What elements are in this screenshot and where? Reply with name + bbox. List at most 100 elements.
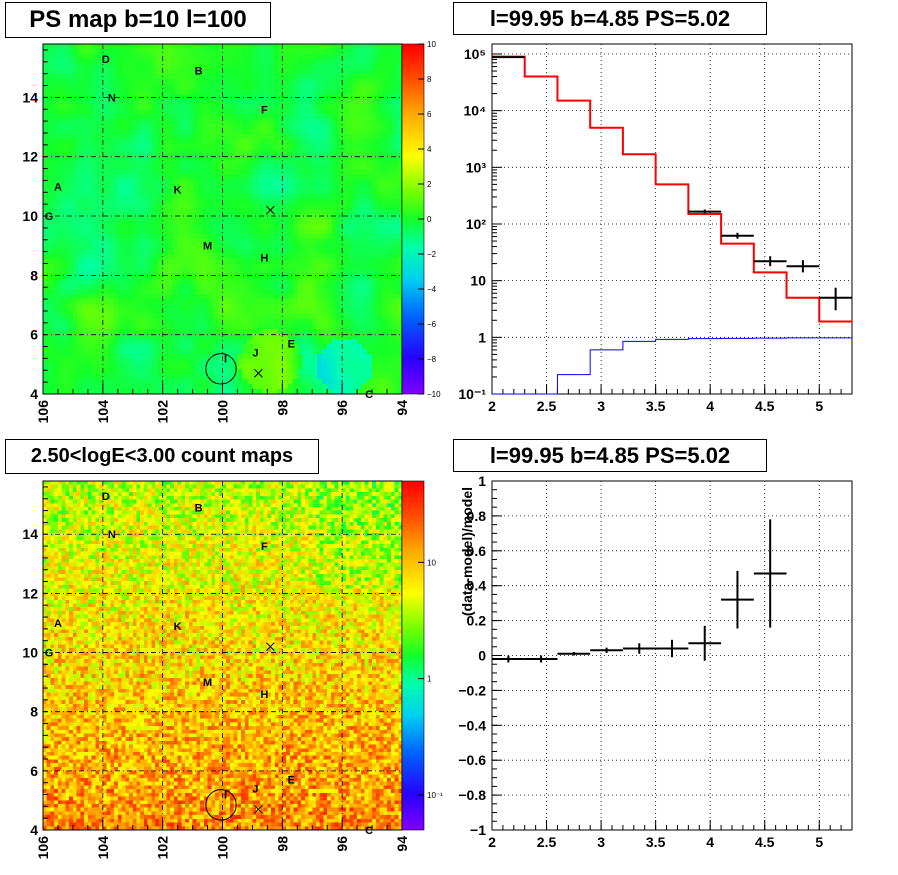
- cnt-colorbar-label: 10: [427, 558, 436, 567]
- residual-x-tick-label: 2: [488, 834, 496, 850]
- ps-source-label: F: [261, 104, 268, 116]
- cnt-cross-marker: [266, 642, 275, 651]
- ps-colorbar-label: 8: [427, 75, 432, 84]
- cnt-y-tick-label: 10: [22, 645, 38, 661]
- cnt-source-label: H: [260, 689, 268, 701]
- spectrum-x-tick-label: 3: [597, 398, 605, 414]
- ps-cross-marker: [266, 205, 275, 215]
- ps-circle-marker: [205, 353, 237, 385]
- ps-source-label: B: [195, 66, 203, 78]
- spectrum-y-tick-label: 10²: [466, 216, 487, 232]
- cnt-source-label: F: [261, 541, 268, 553]
- spectrum-y-tick-label: 1: [478, 329, 486, 345]
- ps-colorbar-label: 10: [427, 40, 436, 49]
- cnt-source-label: B: [195, 503, 203, 515]
- ps-colorbar-label: −6: [427, 320, 437, 329]
- cnt-source-label: J: [252, 784, 258, 796]
- cnt-y-tick-label: 8: [30, 704, 38, 720]
- spectrum-y-tick-label: 10: [470, 273, 486, 289]
- cnt-source-label: G: [45, 648, 54, 660]
- ps-colorbar: [402, 44, 424, 394]
- spectrum-background-line: [492, 337, 852, 395]
- cnt-cross-marker: [254, 804, 263, 814]
- ps-map-title: PS map b=10 l=100: [5, 2, 271, 38]
- residual-x-tick-label: 2.5: [537, 834, 557, 850]
- residual-y-tick-label: −0.2: [458, 682, 486, 698]
- spectrum-x-tick-label: 2: [488, 398, 496, 414]
- ps-y-tick-label: 12: [22, 149, 38, 165]
- ps-colorbar-label: −10: [427, 390, 441, 399]
- ps-x-tick-label: 106: [35, 400, 51, 424]
- ps-colorbar-label: 2: [427, 180, 432, 189]
- ps-x-tick-label: 102: [155, 400, 171, 424]
- residual-y-tick-label: −0.8: [458, 787, 486, 803]
- cnt-x-tick-label: 98: [274, 836, 290, 852]
- ps-source-label: A: [54, 181, 62, 193]
- cnt-y-tick-label: 6: [30, 763, 38, 779]
- residual-y-axis-label: (data-model)/model: [459, 487, 475, 616]
- ps-source-label: G: [45, 211, 54, 223]
- cnt-y-tick-label: 4: [30, 822, 38, 838]
- spectrum-y-tick-label: 10³: [466, 159, 487, 175]
- spectrum-y-tick-label: 10⁴: [464, 103, 487, 119]
- ps-colorbar-label: −8: [427, 355, 437, 364]
- cnt-source-label: A: [54, 618, 62, 630]
- cnt-source-label: E: [288, 775, 295, 787]
- residual-x-tick-label: 4.5: [755, 834, 775, 850]
- spectrum-plot-frame: [491, 43, 853, 395]
- cnt-x-tick-label: 102: [155, 836, 171, 860]
- ps-cross-marker: [254, 368, 263, 378]
- count-map-title: 2.50<logE<3.00 count maps: [5, 439, 319, 474]
- ps-source-label: I: [224, 353, 227, 365]
- cnt-y-tick-label: 12: [22, 585, 38, 601]
- residual-panel: 2 2.5 3 3.5 4 4.5 5 −1 −0.8 −0.6 −0.4 −0.2 0 0.2 0.4 0.…: [458, 473, 853, 850]
- residual-x-tick-label: 5: [815, 834, 823, 850]
- spectrum-y-tick-label: 10⁵: [464, 46, 486, 62]
- cnt-colorbar-label: 1: [427, 675, 432, 684]
- spectrum-x-tick-label: 4.5: [755, 398, 775, 414]
- cnt-source-label: N: [108, 529, 116, 541]
- ps-y-tick-label: 6: [30, 327, 38, 343]
- ps-x-tick-label: 104: [95, 400, 111, 424]
- ps-y-tick-label: 4: [30, 386, 38, 402]
- cnt-source-label: M: [203, 677, 212, 689]
- spectrum-y-tick-label: 10⁻¹: [458, 386, 486, 402]
- spectrum-x-tick-label: 2.5: [537, 398, 557, 414]
- ps-source-label: E: [288, 339, 295, 351]
- ps-x-tick-label: 100: [215, 400, 231, 424]
- residual-y-tick-label: 0.2: [467, 613, 487, 629]
- residual-y-tick-label: −0.6: [458, 752, 486, 768]
- ps-y-tick-label: 14: [22, 89, 38, 105]
- ps-source-label: J: [252, 347, 258, 359]
- ps-source-label: H: [260, 253, 268, 265]
- spectrum-x-tick-label: 4: [706, 398, 714, 414]
- ps-source-label: K: [174, 184, 182, 196]
- cnt-y-tick-label: 14: [22, 526, 38, 542]
- spectrum-panel: 2 2.5 3 3.5 4 4.5 5 10⁻¹ 1 10 10² 10³ 10⁴ 10⁵: [458, 43, 853, 414]
- ps-source-label: C: [365, 389, 373, 401]
- residual-y-tick-label: 0: [478, 648, 486, 664]
- ps-source-label: M: [203, 241, 212, 253]
- cnt-circle-marker: [205, 789, 237, 821]
- residual-y-tick-label: −1: [470, 822, 486, 838]
- cnt-colorbar: [402, 481, 424, 830]
- spectrum-model-line: [492, 55, 852, 323]
- spectrum-x-tick-label: 3.5: [646, 398, 666, 414]
- residual-title: l=99.95 b=4.85 PS=5.02: [453, 439, 767, 472]
- cnt-x-tick-label: 100: [215, 836, 231, 860]
- cnt-source-label: C: [365, 825, 373, 837]
- spectrum-x-tick-label: 5: [815, 398, 823, 414]
- cnt-colorbar-label: 10⁻¹: [427, 791, 443, 800]
- ps-x-tick-label: 98: [274, 400, 290, 416]
- ps-source-label: D: [102, 54, 110, 66]
- cnt-x-tick-label: 96: [334, 836, 350, 852]
- ps-x-tick-label: 94: [394, 400, 410, 416]
- ps-y-tick-label: 10: [22, 208, 38, 224]
- residual-y-tick-label: 1: [478, 473, 486, 489]
- cnt-x-tick-label: 104: [95, 836, 111, 860]
- ps-y-tick-label: 8: [30, 267, 38, 283]
- cnt-x-tick-label: 94: [394, 836, 410, 852]
- cnt-colorbar-frame: [401, 480, 425, 831]
